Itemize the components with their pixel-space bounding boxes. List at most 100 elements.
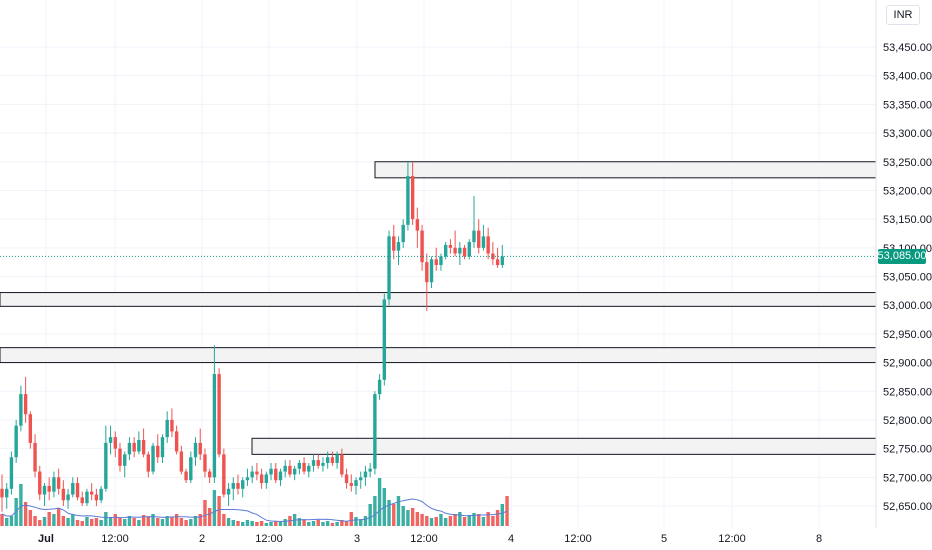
candle-body [89,491,94,495]
candle-body [193,442,198,458]
candle-body [321,462,325,466]
candle-body [302,462,306,472]
volume-bar [377,478,382,526]
volume-bar [33,516,37,526]
candle-body [368,468,372,472]
candle-body [23,394,28,415]
candle-body [259,474,264,484]
candle-body [99,488,103,501]
time-axis[interactable]: Jul 12:00 2 12:00 3 12:00 4 12:00 5 12:00 8 [38,533,822,545]
volume-bar [42,517,47,526]
time-tick-label: 2 [199,533,205,545]
time-tick-label: 3 [354,533,360,545]
candle-body [255,471,259,475]
volume-bar [236,521,240,526]
volume-bar [340,520,344,526]
candle-body [47,485,51,492]
candle-body [401,224,405,243]
price-tick-label: 53,400.00 [883,71,932,83]
volume-bar [500,504,505,526]
candle-body [165,419,169,438]
price-tick-label: 52,900.00 [883,358,932,370]
candle-body [439,256,443,266]
candle-body [118,448,122,466]
volume-bar [274,521,278,526]
candle-body [212,374,217,478]
volume-bar [146,517,151,526]
volume-bar [458,512,462,526]
candle-body [52,477,56,492]
candle-body [292,468,297,475]
price-tick-label: 53,150.00 [883,214,932,226]
volume-bar [415,512,420,526]
volume-bar [316,520,320,526]
price-tick-label: 53,350.00 [883,99,932,111]
volume-bar [151,514,155,526]
volume-bar [363,516,368,526]
volume-bar [259,521,264,526]
candle-body [311,460,316,466]
volume-bar [203,500,207,526]
zone-rectangle [251,437,877,455]
volume-bar [80,521,84,526]
volume-bar [193,516,198,526]
currency-label[interactable]: INR [886,5,920,25]
candle-body [245,477,250,481]
candle-body [462,247,467,257]
candlesticks [0,161,505,512]
time-tick-label: 12:00 [564,533,592,545]
volume-bar [495,510,500,526]
volume-bar [481,517,486,526]
candle-body [415,219,420,231]
candle-body [94,494,99,501]
time-tick-label: 12:00 [255,533,283,545]
volume-bar [165,516,169,526]
candle-body [359,477,363,481]
candle-body [66,494,70,501]
volume-bar [443,518,448,526]
volume-bar [137,520,141,526]
price-tick-label: 53,050.00 [883,272,932,284]
volume-bar [491,516,495,526]
price-tick-label: 52,950.00 [883,329,932,341]
volume-bar [467,515,471,526]
volume-bar [255,522,259,526]
price-axis[interactable]: 53,450.00 53,400.00 53,350.00 53,300.00 53,2… [883,42,932,513]
volume-bar [283,519,287,526]
volume-bar [264,523,269,526]
candle-body [19,394,23,426]
volume-bar [373,496,377,526]
candle-body [354,480,358,486]
volume-bar [420,514,424,526]
candle-body [241,480,245,489]
volume-bar [330,523,335,526]
candle-body [288,465,292,475]
volume-bar [325,521,330,526]
candle-body [330,457,335,463]
volume-bars [0,478,509,526]
volume-bar [269,522,273,526]
candle-body [453,247,457,254]
volume-bar [5,518,9,526]
candle-body [132,442,136,452]
volume-bar [207,508,212,526]
volume-bar [368,504,372,526]
candle-body [340,454,344,475]
candle-body [283,465,287,472]
candle-body [443,244,448,257]
candle-body [85,491,89,504]
candle-body [406,176,410,225]
candle-body [472,230,476,243]
volume-bar [307,522,311,526]
candle-body [477,230,481,248]
volume-bar [359,519,363,526]
candle-body [104,442,108,489]
time-tick-label: 5 [661,533,667,545]
time-tick-label: 4 [508,533,514,545]
candle-body [236,483,240,489]
price-tick-label: 52,750.00 [883,444,932,456]
volume-bar [156,518,160,526]
candle-body [174,431,179,452]
candle-body [170,419,174,432]
